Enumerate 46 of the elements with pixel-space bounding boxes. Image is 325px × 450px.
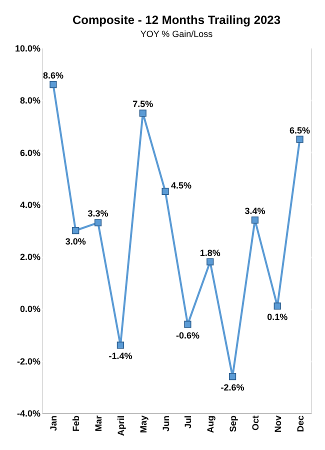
x-tick-label: Jun [160, 416, 171, 432]
y-tick-label: 2.0% [20, 252, 40, 262]
data-label: 1.8% [200, 248, 220, 258]
data-label: -2.6% [220, 382, 244, 392]
point [72, 226, 80, 234]
point [94, 219, 102, 226]
y-tick-label: 6.0% [20, 148, 40, 158]
x-tick-label: Jul [183, 416, 194, 429]
data-label: 6.5% [290, 125, 310, 136]
data-label: -1.4% [108, 351, 132, 362]
data-label: 3.3% [88, 208, 108, 219]
x-tick-label: Jan [48, 416, 59, 432]
chart-subtitle: YOY % Gain/Loss [140, 29, 214, 39]
point [251, 216, 259, 224]
point [139, 110, 146, 117]
x-tick-label: Sep [228, 415, 238, 432]
data-label: 3.4% [244, 206, 266, 216]
chart-title: Composite - 12 Months Trailing 2023 [72, 13, 281, 27]
x-tick-label: Nov [272, 416, 283, 433]
point [228, 372, 236, 380]
y-tick-label: 8.0% [20, 96, 40, 106]
x-tick-label: Mar [94, 415, 104, 432]
point [206, 258, 214, 266]
y-tick-label: 10.0% [14, 44, 40, 54]
point [274, 302, 281, 310]
data-label: 3.0% [65, 236, 86, 246]
data-label: 4.5% [171, 180, 192, 190]
y-tick-label: -2.0% [16, 356, 40, 366]
y-tick-label: 0.0% [20, 304, 40, 314]
data-label: -0.6% [176, 330, 200, 340]
point [162, 188, 169, 195]
data-label: 7.5% [132, 99, 154, 110]
x-tick-label: Dec [295, 416, 306, 432]
point [184, 320, 192, 328]
x-tick-label: Feb [71, 415, 82, 432]
y-tick-label: 4.0% [20, 200, 40, 210]
x-tick-label: May [138, 416, 148, 434]
point [296, 136, 304, 143]
point [116, 342, 124, 349]
data-label: 0.1% [267, 312, 288, 322]
x-tick-label: Oct [250, 416, 260, 431]
point [50, 80, 57, 88]
x-tick-label: April [116, 416, 126, 436]
data-label: 8.6% [42, 70, 64, 80]
y-tick-label: -4.0% [16, 408, 40, 418]
x-tick-label: Aug [206, 416, 216, 433]
